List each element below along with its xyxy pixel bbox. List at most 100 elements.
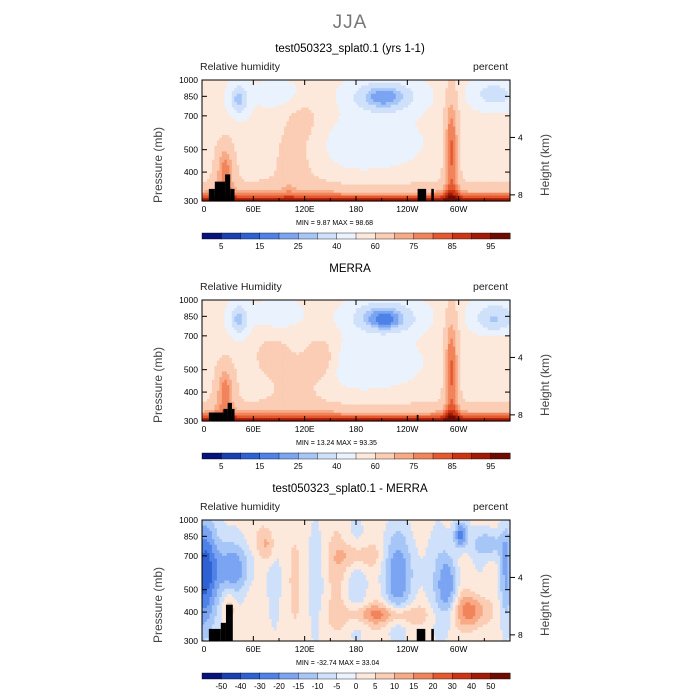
heatmap-cell	[380, 132, 384, 136]
heatmap-cell	[442, 148, 447, 153]
heatmap-cell	[450, 168, 454, 172]
heatmap-cell	[239, 173, 243, 177]
heatmap-cell	[423, 159, 427, 164]
heatmap-cell	[343, 168, 347, 172]
heatmap-cell	[234, 96, 238, 100]
heatmap-cell	[425, 162, 429, 166]
heatmap-cell	[500, 99, 504, 103]
heatmap-cell	[298, 124, 302, 128]
heatmap-cell	[241, 165, 245, 169]
heatmap-cell	[497, 80, 501, 84]
heatmap-cell	[274, 165, 278, 169]
heatmap-cell	[338, 143, 342, 147]
heatmap-cell	[331, 135, 335, 139]
heatmap-cell	[365, 168, 370, 172]
heatmap-cell	[291, 80, 295, 84]
heatmap-cell	[244, 96, 248, 100]
heatmap-cell	[393, 162, 397, 166]
heatmap-cell	[341, 96, 345, 100]
heatmap-cell	[497, 165, 501, 169]
heatmap-cell	[423, 110, 427, 114]
heatmap-cell	[437, 80, 442, 84]
heatmap-cell	[206, 126, 211, 131]
heatmap-cell	[236, 102, 240, 106]
heatmap-cell	[224, 124, 228, 128]
heatmap-cell	[385, 179, 389, 183]
heatmap-cell	[413, 165, 417, 169]
heatmap-cell	[485, 148, 489, 153]
heatmap-cell	[251, 137, 255, 142]
heatmap-cell	[447, 148, 451, 153]
heatmap-cell	[214, 162, 218, 166]
heatmap-cell	[244, 91, 248, 95]
heatmap-cell	[301, 173, 305, 177]
heatmap-cell	[202, 104, 206, 109]
heatmap-cell	[480, 124, 484, 128]
heatmap-cell	[358, 159, 362, 164]
heatmap-cell	[341, 99, 345, 103]
heatmap-cell	[363, 121, 367, 125]
heatmap-cell	[430, 135, 434, 139]
heatmap-cell	[482, 162, 486, 166]
heatmap-cell	[450, 179, 454, 183]
heatmap-cell	[435, 154, 439, 158]
heatmap-cell	[462, 82, 466, 87]
heatmap-cell	[390, 179, 394, 183]
heatmap-cell	[202, 124, 206, 128]
heatmap-cell	[420, 146, 424, 150]
heatmap-cell	[251, 88, 255, 92]
heatmap-cell	[472, 168, 476, 172]
heatmap-cell	[311, 82, 315, 87]
heatmap-cell	[395, 187, 399, 191]
heatmap-cell	[433, 179, 437, 183]
heatmap-cell	[408, 146, 412, 150]
heatmap-cell	[229, 140, 233, 144]
heatmap-cell	[403, 126, 407, 131]
heatmap-cell	[445, 126, 449, 131]
heatmap-cell	[221, 146, 225, 150]
heatmap-cell	[301, 179, 305, 183]
heatmap-cell	[351, 165, 355, 169]
heatmap-cell	[246, 165, 250, 169]
heatmap-cell	[400, 88, 404, 92]
heatmap-cell	[209, 82, 213, 87]
heatmap-cell	[219, 151, 223, 155]
heatmap-cell	[415, 181, 419, 186]
heatmap-cell	[363, 154, 367, 158]
heatmap-cell	[435, 187, 439, 191]
heatmap-cell	[378, 168, 382, 172]
heatmap-cell	[333, 140, 337, 144]
heatmap-cell	[462, 124, 466, 128]
heatmap-cell	[296, 96, 300, 100]
heatmap-cell	[388, 154, 392, 158]
heatmap-cell	[264, 102, 268, 106]
heatmap-cell	[338, 126, 342, 131]
heatmap-cell	[279, 148, 283, 153]
heatmap-cell	[425, 99, 429, 103]
heatmap-cell	[385, 107, 389, 111]
heatmap-cell	[505, 148, 509, 153]
heatmap-cell	[214, 137, 218, 142]
heatmap-cell	[318, 135, 322, 139]
heatmap-cell	[279, 118, 283, 122]
heatmap-cell	[477, 143, 481, 147]
heatmap-cell	[485, 118, 489, 122]
heatmap-cell	[450, 91, 454, 95]
heatmap-cell	[256, 170, 260, 175]
heatmap-cell	[286, 159, 290, 164]
heatmap-cell	[410, 115, 414, 120]
heatmap-cell	[353, 176, 357, 180]
heatmap-cell	[254, 184, 258, 188]
heatmap-cell	[408, 176, 412, 180]
heatmap-cell	[495, 124, 499, 128]
heatmap-cell	[338, 88, 342, 92]
heatmap-cell	[500, 88, 504, 92]
heatmap-cell	[249, 113, 253, 117]
heatmap-cell	[288, 88, 293, 92]
heatmap-cell	[231, 132, 235, 136]
heatmap-cell	[482, 91, 486, 95]
heatmap-cell	[291, 96, 295, 100]
heatmap-cell	[477, 96, 481, 100]
heatmap-cell	[502, 110, 506, 114]
heatmap-cell	[303, 154, 307, 158]
